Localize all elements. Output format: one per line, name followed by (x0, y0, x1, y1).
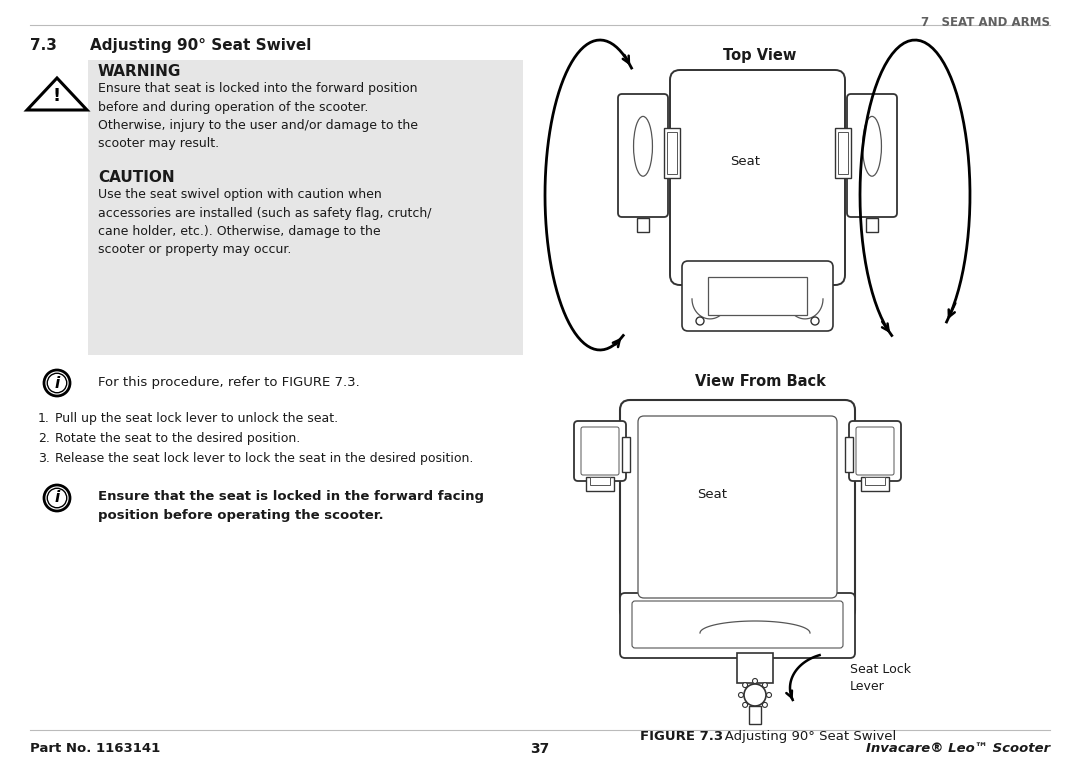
FancyBboxPatch shape (87, 60, 523, 355)
Circle shape (767, 693, 771, 697)
Text: 7   SEAT AND ARMS: 7 SEAT AND ARMS (921, 16, 1050, 29)
Text: View From Back: View From Back (694, 374, 825, 389)
Circle shape (696, 317, 704, 325)
Bar (586, 477, 615, 491)
Text: FIGURE 7.3: FIGURE 7.3 (640, 730, 724, 743)
FancyBboxPatch shape (618, 94, 669, 217)
FancyBboxPatch shape (670, 70, 845, 285)
Circle shape (762, 703, 768, 707)
Text: Invacare® Leo™ Scooter: Invacare® Leo™ Scooter (866, 742, 1050, 755)
Text: !: ! (53, 87, 62, 104)
Text: 1.: 1. (38, 412, 50, 425)
Text: Adjusting 90° Seat Swivel: Adjusting 90° Seat Swivel (712, 730, 896, 743)
FancyBboxPatch shape (856, 427, 894, 475)
Text: Adjusting 90° Seat Swivel: Adjusting 90° Seat Swivel (90, 38, 311, 53)
Bar (835, 128, 851, 178)
Text: i: i (54, 376, 59, 390)
Text: WARNING: WARNING (98, 64, 181, 79)
Text: For this procedure, refer to FIGURE 7.3.: For this procedure, refer to FIGURE 7.3. (98, 376, 360, 389)
Bar (590, 477, 610, 485)
Circle shape (743, 703, 747, 707)
Text: CAUTION: CAUTION (98, 170, 175, 185)
FancyBboxPatch shape (638, 416, 837, 598)
Text: Top View: Top View (724, 48, 797, 63)
Text: 7.3: 7.3 (30, 38, 57, 53)
Circle shape (762, 683, 768, 687)
Text: Seat: Seat (730, 155, 760, 168)
Text: Use the seat swivel option with caution when
accessories are installed (such as : Use the seat swivel option with caution … (98, 188, 432, 257)
Bar (865, 477, 885, 485)
Text: Pull up the seat lock lever to unlock the seat.: Pull up the seat lock lever to unlock th… (55, 412, 338, 425)
Bar (861, 477, 889, 491)
FancyBboxPatch shape (573, 421, 626, 481)
Circle shape (743, 683, 747, 687)
FancyBboxPatch shape (632, 601, 843, 648)
Text: 37: 37 (530, 742, 550, 756)
Text: 2.: 2. (38, 432, 50, 445)
Text: 3.: 3. (38, 452, 50, 465)
FancyBboxPatch shape (849, 421, 901, 481)
Bar (838, 132, 848, 174)
Bar (737, 653, 773, 683)
Bar (845, 437, 853, 472)
Bar (637, 218, 649, 232)
Text: Seat Lock
Lever: Seat Lock Lever (850, 663, 912, 693)
FancyBboxPatch shape (847, 94, 897, 217)
Bar (750, 706, 761, 724)
Circle shape (753, 678, 757, 684)
Text: Ensure that seat is locked into the forward position
before and during operation: Ensure that seat is locked into the forw… (98, 82, 418, 151)
Text: i: i (54, 491, 59, 505)
Circle shape (739, 693, 743, 697)
Bar (664, 128, 680, 178)
Circle shape (753, 706, 757, 712)
FancyBboxPatch shape (620, 593, 855, 658)
Text: Ensure that the seat is locked in the forward facing
position before operating t: Ensure that the seat is locked in the fo… (98, 490, 484, 522)
Text: Part No. 1163141: Part No. 1163141 (30, 742, 160, 755)
Circle shape (744, 684, 766, 706)
Bar (667, 132, 677, 174)
FancyBboxPatch shape (581, 427, 619, 475)
Bar (622, 437, 630, 472)
Circle shape (811, 317, 819, 325)
FancyBboxPatch shape (620, 400, 855, 620)
Text: Release the seat lock lever to lock the seat in the desired position.: Release the seat lock lever to lock the … (55, 452, 473, 465)
Bar (708, 277, 807, 315)
FancyBboxPatch shape (681, 261, 833, 331)
Text: Seat: Seat (697, 488, 727, 501)
Bar (866, 218, 878, 232)
Text: Rotate the seat to the desired position.: Rotate the seat to the desired position. (55, 432, 300, 445)
